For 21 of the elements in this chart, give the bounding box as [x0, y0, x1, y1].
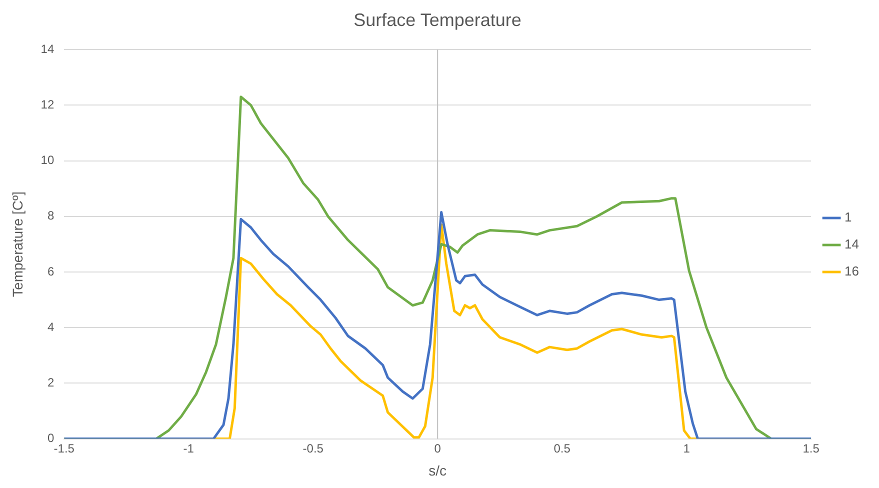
x-tick-label: 0.5: [554, 441, 571, 456]
x-tick-label: 0: [434, 441, 442, 456]
legend-label: 14: [844, 236, 860, 252]
legend-label: 1: [844, 210, 852, 225]
x-tick-label: -1.5: [54, 441, 75, 456]
y-tick-label: 2: [47, 376, 54, 390]
chart-title: Surface Temperature: [354, 10, 522, 30]
y-tick-label: 6: [47, 264, 54, 278]
legend-label: 16: [844, 264, 860, 279]
y-tick-label: 14: [40, 42, 54, 56]
x-tick-label: 1.5: [802, 441, 820, 456]
y-tick-label: 10: [40, 153, 54, 168]
x-tick-label: -1: [183, 441, 194, 456]
y-axis-title: Temperature [Cº]: [9, 191, 26, 297]
x-tick-label: 1: [683, 441, 690, 456]
y-tick-label: 12: [40, 98, 54, 112]
y-tick-label: 0: [47, 431, 54, 446]
y-tick-label: 4: [47, 320, 54, 334]
x-axis-title: s/c: [428, 462, 447, 478]
y-tick-label: 8: [47, 208, 54, 223]
x-tick-label: -0.5: [302, 441, 324, 456]
